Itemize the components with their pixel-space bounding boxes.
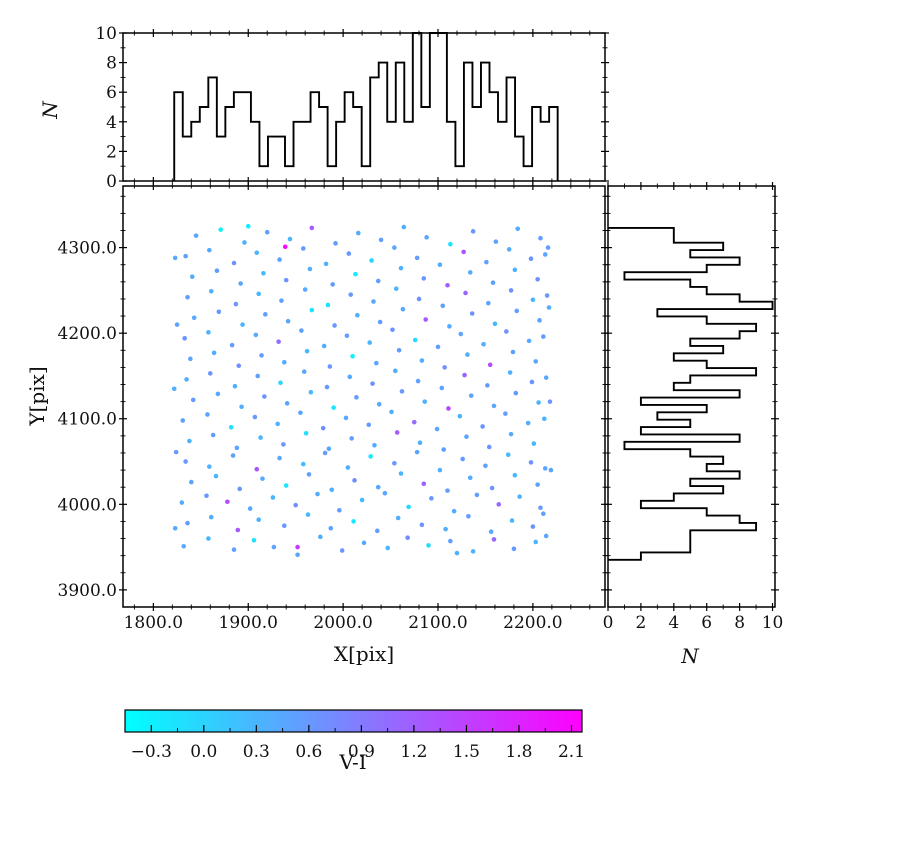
chart-generated: 1800.0 1900.0 2000.0 2100.0 2200.03900.04000…: [58, 24, 784, 762]
histograms: [173, 32, 774, 561]
top-histogram-outline: [173, 32, 559, 181]
tick-label: 6: [701, 613, 712, 633]
colorbar: [124, 709, 583, 733]
tick-label: 0.0: [190, 742, 217, 762]
tick-label: 2.1: [558, 742, 585, 762]
tick-label: 4000.0: [58, 495, 117, 515]
tick-label: 3900.0: [58, 581, 117, 601]
tick-label: 2: [106, 142, 117, 162]
tick-label: 2100.0: [408, 613, 467, 633]
scatter-points: [171, 223, 554, 558]
right-hist-x-axis-label: N: [680, 644, 700, 668]
tick-label: 0: [106, 172, 117, 192]
main-y-axis-label: Y[pix]: [25, 366, 49, 426]
colorbar-gradient: [124, 709, 583, 733]
tick-label: 4100.0: [58, 410, 117, 430]
tick-label: 2: [635, 613, 646, 633]
top-hist-y-axis-label: N: [38, 100, 62, 120]
tick-label: 2200.0: [503, 613, 562, 633]
panel-frames: [122, 32, 776, 608]
tick-label: 4: [106, 113, 117, 133]
tick-label: 10: [762, 613, 784, 633]
tick-label: −0.3: [131, 742, 172, 762]
tick-label: 0: [603, 613, 614, 633]
tick-label: 10: [95, 24, 117, 44]
tick-label: 6: [106, 83, 117, 103]
tick-label: 8: [734, 613, 745, 633]
axis-ticks: [119, 29, 779, 611]
tick-label: 4200.0: [58, 324, 117, 344]
tick-label: 1900.0: [219, 613, 278, 633]
tick-label: 1.2: [400, 742, 427, 762]
right-histogram-outline: [608, 226, 774, 561]
tick-label: 0.3: [243, 742, 270, 762]
tick-label: 2000.0: [313, 613, 372, 633]
tick-label: 0.6: [295, 742, 322, 762]
tick-label: 1.5: [453, 742, 480, 762]
main-x-axis-label: X[pix]: [334, 642, 394, 666]
tick-label: 4: [668, 613, 679, 633]
tick-labels: 1800.0 1900.0 2000.0 2100.0 2200.03900.04000…: [58, 24, 784, 762]
tick-label: 1.8: [505, 742, 532, 762]
colorbar-label: V-I: [338, 750, 366, 774]
tick-label: 0.9: [348, 742, 375, 762]
tick-label: 4300.0: [58, 239, 117, 259]
tick-label: 8: [106, 54, 117, 74]
tick-label: 1800.0: [124, 613, 183, 633]
